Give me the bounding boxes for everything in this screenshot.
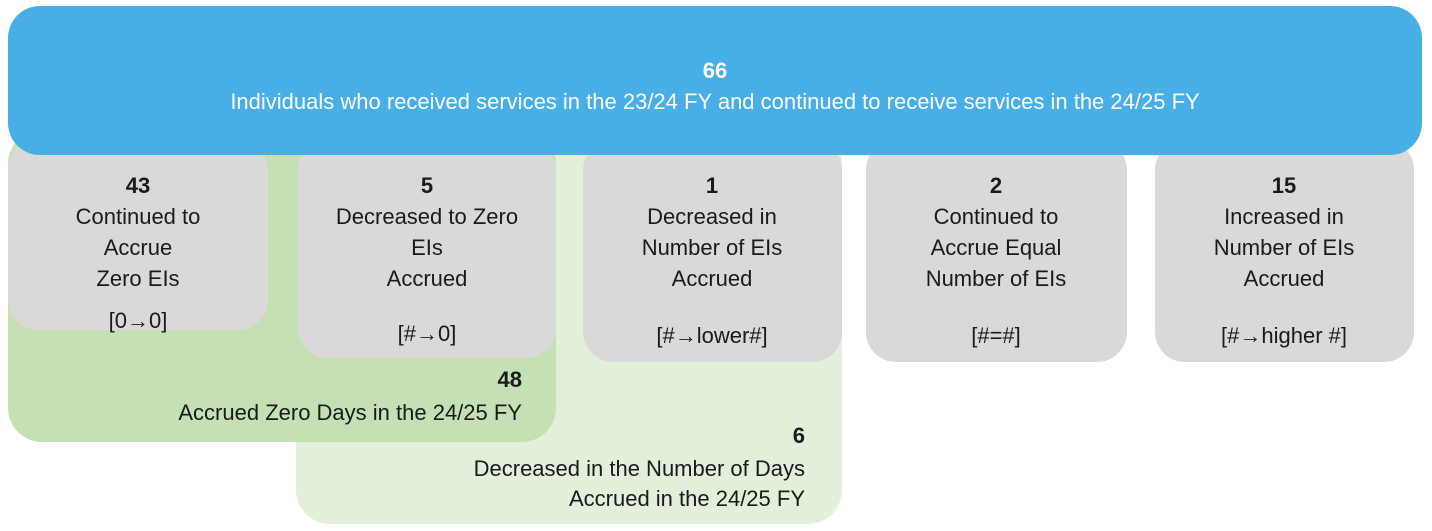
box-count: 1 xyxy=(706,173,718,198)
box-label: Number of EIs xyxy=(1214,235,1355,260)
box-count: 2 xyxy=(990,173,1002,198)
box-label: Accrued xyxy=(672,266,753,291)
box xyxy=(8,140,268,330)
box xyxy=(583,140,842,362)
box-label: Decreased to Zero xyxy=(336,204,518,229)
box-code: [#=#] xyxy=(971,323,1021,348)
group-count: 6 xyxy=(793,423,805,448)
header-label: Individuals who received services in the… xyxy=(230,89,1200,114)
box-label: Continued to xyxy=(76,204,201,229)
group-label: Decreased in the Number of Days xyxy=(474,456,805,481)
header-count: 66 xyxy=(703,58,727,83)
box-label: Accrued xyxy=(387,266,468,291)
box xyxy=(298,140,556,358)
box-label: Accrued xyxy=(1244,266,1325,291)
box-code: [#→0] xyxy=(398,321,457,346)
box-label: Number of EIs xyxy=(642,235,783,260)
box-label: EIs xyxy=(411,235,443,260)
header-banner xyxy=(8,6,1422,155)
box-count: 15 xyxy=(1272,173,1296,198)
box-label: Continued to xyxy=(934,204,1059,229)
box-label: Decreased in xyxy=(647,204,777,229)
box-code: [#→higher #] xyxy=(1221,323,1347,348)
box xyxy=(866,140,1127,362)
box-label: Number of EIs xyxy=(926,266,1067,291)
box-label: Accrue Equal xyxy=(931,235,1062,260)
group-label: Accrued in the 24/25 FY xyxy=(569,486,805,511)
box-count: 5 xyxy=(421,173,433,198)
box xyxy=(1155,140,1414,362)
box-label: Increased in xyxy=(1224,204,1344,229)
group-label: Accrued Zero Days in the 24/25 FY xyxy=(178,400,522,425)
box-count: 43 xyxy=(126,173,150,198)
box-code: [0→0] xyxy=(109,308,168,333)
box-label: Zero EIs xyxy=(96,266,179,291)
box-code: [#→lower#] xyxy=(656,323,767,348)
group-count: 48 xyxy=(498,367,522,392)
box-label: Accrue xyxy=(104,235,172,260)
